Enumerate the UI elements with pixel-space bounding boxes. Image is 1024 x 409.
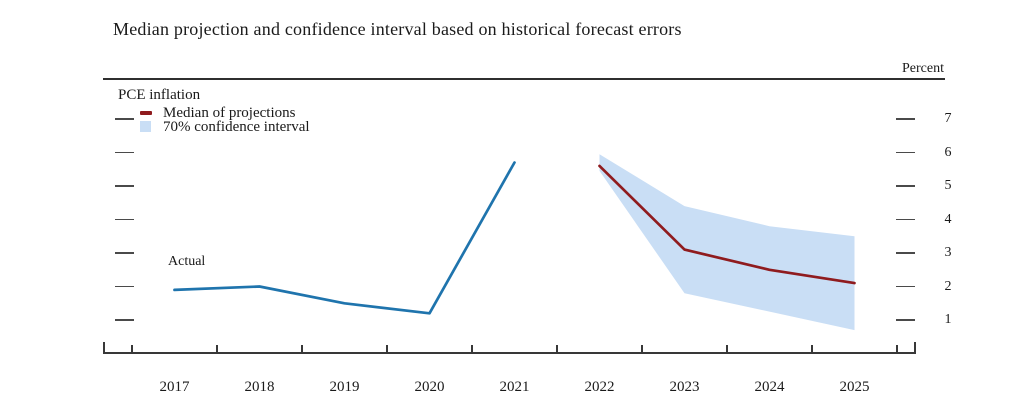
actual-label: Actual xyxy=(168,254,206,269)
x-axis-label: 2021 xyxy=(499,379,530,395)
x-axis-line xyxy=(103,352,916,354)
x-tick xyxy=(896,345,898,353)
y-tick-label: 2 xyxy=(944,278,952,294)
legend-label-median: Median of projections xyxy=(163,105,296,121)
y-tick xyxy=(115,185,134,187)
x-tick xyxy=(216,345,218,353)
y-tick-label: 3 xyxy=(944,245,952,260)
median-line xyxy=(598,164,856,285)
x-axis-label: 2020 xyxy=(414,379,445,395)
x-axis-label: 2024 xyxy=(754,379,785,395)
chart-title: Median projection and confidence interva… xyxy=(113,19,682,39)
x-tick xyxy=(386,345,388,353)
x-tick xyxy=(726,345,728,353)
y-tick xyxy=(896,118,915,120)
y-tick-label: 5 xyxy=(944,178,952,193)
y-tick xyxy=(896,319,915,321)
x-tick xyxy=(471,345,473,353)
y-tick xyxy=(896,218,915,221)
y-tick xyxy=(896,252,915,254)
legend-label-interval: 70% confidence interval xyxy=(163,119,310,135)
confidence-band-area xyxy=(599,154,855,331)
y-tick-label: 4 xyxy=(944,211,952,227)
x-axis-label: 2025 xyxy=(839,379,870,395)
x-axis-left-end-stub xyxy=(103,342,105,353)
x-axis-label: 2019 xyxy=(329,379,360,395)
y-tick xyxy=(115,151,134,154)
x-axis-right-end-stub xyxy=(914,342,916,353)
y-tick xyxy=(115,319,134,321)
actual-line xyxy=(173,161,516,315)
x-axis-label: 2017 xyxy=(159,379,190,395)
x-tick xyxy=(131,345,133,353)
x-tick xyxy=(811,345,813,353)
y-tick-label: 7 xyxy=(944,111,952,126)
confidence-band-swatch xyxy=(140,121,151,132)
x-axis-label: 2018 xyxy=(244,379,275,395)
y-tick-label: 1 xyxy=(944,312,952,327)
y-tick xyxy=(896,285,915,288)
x-tick xyxy=(641,345,643,353)
y-tick xyxy=(896,185,915,187)
y-tick-label: 6 xyxy=(944,144,952,160)
x-axis-label: 2022 xyxy=(584,379,615,395)
x-axis-label: 2023 xyxy=(669,379,700,395)
median-line-swatch xyxy=(140,111,152,115)
y-tick xyxy=(115,218,134,221)
y-tick xyxy=(115,118,134,120)
x-tick xyxy=(556,345,558,353)
legend-heading: PCE inflation xyxy=(118,87,201,103)
y-tick xyxy=(896,151,915,154)
x-tick xyxy=(301,345,303,353)
y-tick xyxy=(115,252,134,254)
top-rule xyxy=(103,78,945,80)
y-tick xyxy=(115,285,134,288)
y-axis-unit-label: Percent xyxy=(902,61,944,76)
